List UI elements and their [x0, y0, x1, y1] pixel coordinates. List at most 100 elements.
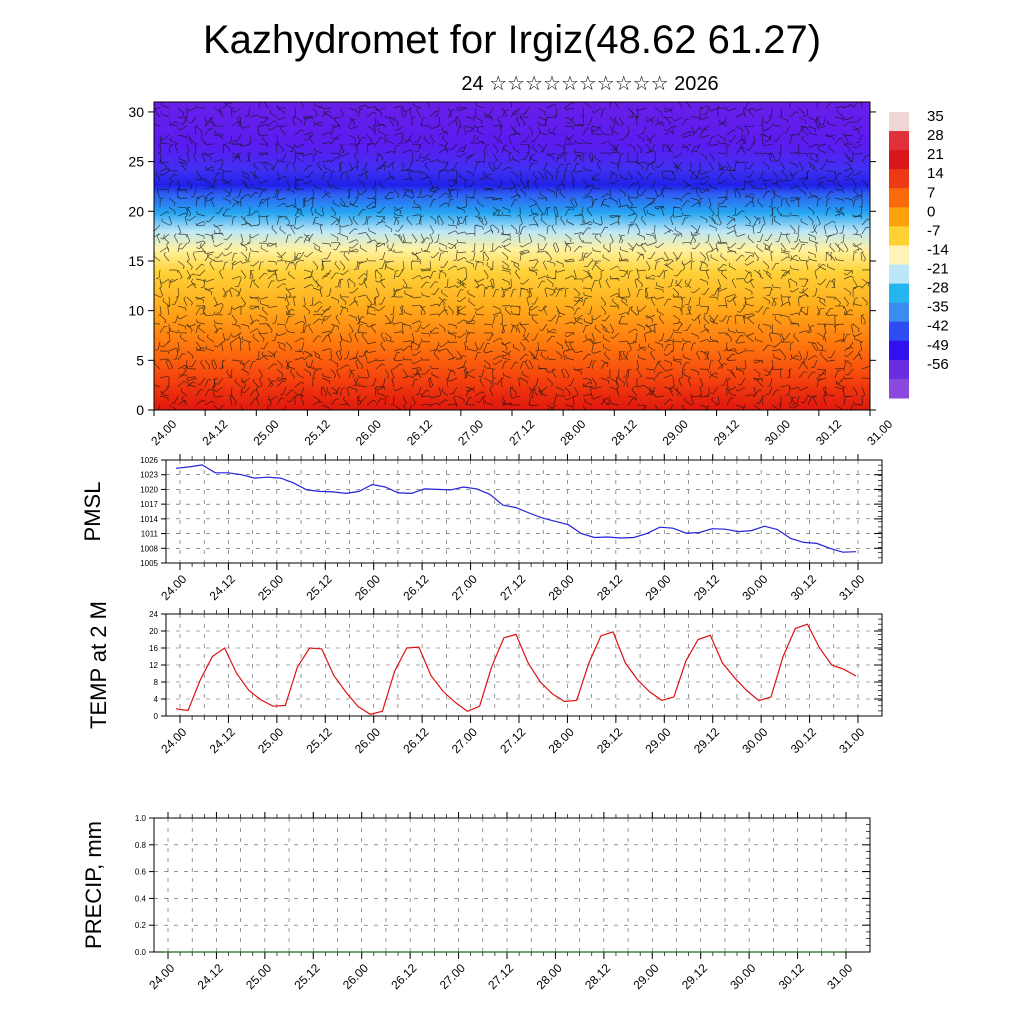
- wind-barb-flag: [314, 208, 317, 212]
- wind-barb-flag: [294, 150, 297, 154]
- wind-barb: [542, 143, 548, 152]
- wind-barb: [798, 107, 805, 115]
- wind-barb-flag: [743, 278, 746, 282]
- wind-barb: [339, 107, 344, 116]
- wind-barb: [293, 298, 296, 307]
- wind-barb-flag: [645, 162, 648, 166]
- wind-barb: [260, 215, 269, 218]
- wind-barb-flag: [250, 269, 254, 272]
- wind-barb: [729, 265, 737, 271]
- wind-barb: [544, 161, 548, 170]
- wind-barb-flag: [422, 240, 425, 244]
- wind-barb-flag: [724, 166, 728, 169]
- wind-barb: [690, 332, 699, 337]
- wind-barb-flag: [188, 136, 191, 140]
- wind-barb-flag: [256, 319, 260, 322]
- wind-barb-flag: [443, 302, 446, 306]
- wind-barb: [190, 116, 197, 124]
- wind-barb-flag: [821, 307, 825, 310]
- wind-barb-flag: [375, 269, 378, 272]
- wind-barb: [800, 259, 809, 262]
- wind-barb: [413, 105, 422, 109]
- wind-barb-flag: [362, 209, 366, 211]
- wind-barb: [591, 332, 595, 341]
- wind-barb-flag: [717, 268, 720, 272]
- wind-barb-flag: [509, 187, 512, 191]
- wind-barb: [672, 305, 681, 309]
- wind-barb: [539, 131, 548, 136]
- wind-barb-flag: [858, 130, 860, 134]
- wind-barb-flag: [455, 116, 459, 119]
- wind-barb: [207, 337, 215, 343]
- wind-barb-flag: [564, 334, 568, 338]
- wind-barb-flag: [428, 333, 431, 337]
- wind-barb: [584, 222, 593, 226]
- wind-barb-flag: [376, 295, 380, 298]
- wind-barb-flag: [368, 216, 372, 218]
- wind-barb-flag: [833, 171, 836, 175]
- wind-barb: [474, 215, 483, 220]
- wind-barb: [280, 128, 287, 136]
- wind-barb: [357, 316, 362, 325]
- wind-barb: [423, 138, 431, 145]
- wind-barb: [663, 251, 669, 259]
- wind-barb: [222, 290, 229, 298]
- wind-barb-flag: [679, 99, 681, 101]
- wind-barb: [378, 183, 386, 190]
- wind-barb-flag: [409, 139, 413, 142]
- wind-barb-flag: [618, 320, 621, 325]
- wind-barb-flag: [335, 314, 339, 318]
- wind-barb-flag: [523, 186, 526, 189]
- wind-barb-flag: [296, 257, 300, 260]
- wind-barb-flag: [612, 298, 614, 302]
- wind-barb: [413, 251, 422, 256]
- wind-barb-flag: [599, 233, 602, 238]
- wind-barb: [717, 161, 724, 169]
- wind-barb: [843, 121, 851, 127]
- wind-barb-flag: [470, 259, 474, 261]
- wind-barb-flag: [419, 171, 422, 175]
- wind-barb: [809, 143, 818, 148]
- wind-barb: [638, 161, 647, 164]
- wind-barb-flag: [427, 158, 431, 161]
- wind-barb-flag: [662, 143, 666, 146]
- wind-barb: [456, 289, 461, 298]
- wind-barb-flag: [185, 207, 188, 211]
- wind-barb: [749, 161, 755, 169]
- wind-barb-flag: [275, 261, 278, 265]
- wind-barb: [330, 215, 339, 220]
- wind-barb: [647, 323, 656, 328]
- wind-barb-flag: [491, 118, 493, 122]
- wind-barb: [672, 170, 676, 179]
- wind-barb: [762, 260, 770, 267]
- wind-barb: [456, 106, 466, 109]
- wind-barb-flag: [674, 284, 678, 287]
- wind-barb-flag: [464, 179, 468, 182]
- wind-barb: [334, 119, 341, 127]
- wind-barb-flag: [309, 164, 313, 167]
- wind-barb-flag: [553, 104, 557, 107]
- wind-barb-flag: [700, 107, 704, 110]
- wind-barb: [383, 163, 386, 172]
- wind-barb-flag: [213, 244, 217, 247]
- wind-barb-flag: [636, 268, 639, 272]
- wind-barb: [345, 172, 350, 181]
- wind-barb-flag: [176, 349, 180, 352]
- wind-barb: [408, 172, 413, 181]
- wind-barb-flag: [432, 141, 435, 145]
- wind-barb-flag: [275, 143, 279, 146]
- wind-barb-flag: [219, 107, 223, 110]
- wind-barb-flag: [228, 148, 231, 152]
- wind-barb: [438, 296, 445, 303]
- wind-barb: [837, 183, 845, 190]
- wind-barb-flag: [771, 182, 775, 185]
- wind-barb-flag: [388, 171, 391, 175]
- wind-barb: [263, 341, 269, 349]
- wind-barb: [674, 229, 683, 235]
- wind-barb-flag: [738, 195, 741, 199]
- wind-barb-flag: [527, 249, 530, 253]
- wind-barb-flag: [776, 206, 779, 210]
- wind-barb: [681, 200, 688, 208]
- wind-barb: [726, 332, 733, 340]
- wind-barb: [388, 173, 395, 181]
